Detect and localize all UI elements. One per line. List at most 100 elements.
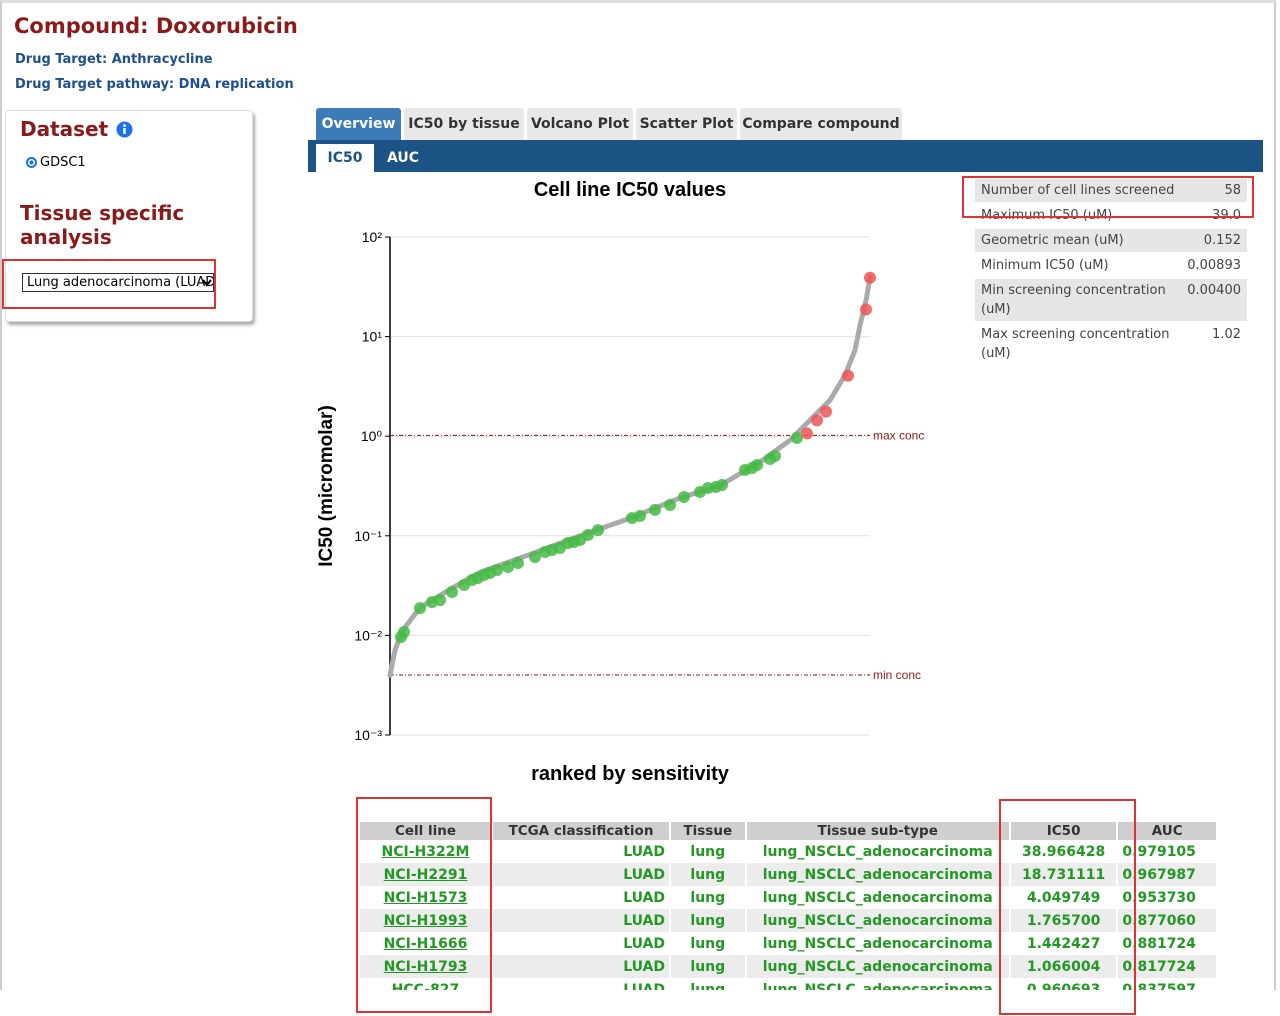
tissue-heading: Tissue specific analysis — [20, 201, 185, 249]
table-row: NCI-H2291 LUAD lung lung_NSCLC_adenocarcino… — [360, 863, 1216, 886]
table-cell: LUAD — [623, 843, 666, 860]
y-tick-label: 10⁻¹ — [354, 528, 382, 544]
stats-label: Min screening concentration (uM) — [975, 279, 1182, 321]
cell-line-point — [434, 594, 446, 607]
table-cell: 38.966428 — [1021, 843, 1106, 860]
table-row: HCC-827 LUAD lung lung_NSCLC_adenocarcinoma… — [360, 978, 1216, 991]
cell-line-point — [864, 271, 876, 284]
cell-line-point — [649, 503, 661, 516]
table-cell: LUAD — [492, 909, 670, 932]
tab[interactable]: IC50 by tissue — [404, 108, 524, 140]
cell-line-link[interactable]: NCI-H1666 — [383, 935, 468, 952]
column-header[interactable]: IC50 — [1010, 822, 1117, 840]
stats-value: 1.02 — [1212, 327, 1241, 342]
radio-label: GDSC1 — [40, 155, 86, 170]
table-cell: lung_NSCLC_adenocarcinoma — [762, 935, 993, 952]
cell-line-link[interactable]: HCC-827 — [391, 981, 460, 991]
table-cell: LUAD — [623, 889, 666, 906]
cell-line-point — [842, 369, 854, 382]
table-cell: LUAD — [623, 981, 666, 991]
table-row: NCI-H1993 LUAD lung lung_NSCLC_adenocarcino… — [360, 909, 1216, 932]
table-cell: 0.953730 — [1122, 889, 1196, 906]
cell-line-link[interactable]: NCI-H1993 — [360, 909, 491, 932]
cell-line-point — [791, 431, 803, 444]
cell-line-link[interactable]: NCI-H2291 — [360, 863, 491, 886]
stats-label: Minimum IC50 (uM) — [981, 258, 1109, 273]
table-cell: lung_NSCLC_adenocarcinoma — [762, 981, 993, 991]
y-axis-label: IC50 (micromolar) — [316, 405, 337, 567]
column-header[interactable]: Tissue — [671, 822, 745, 840]
cell-line-link[interactable]: NCI-H322M — [381, 843, 470, 860]
table-cell: LUAD — [623, 935, 666, 952]
cell-line-point — [634, 510, 646, 523]
tab[interactable]: Overview — [316, 108, 401, 140]
column-header[interactable]: Cell line — [360, 822, 491, 840]
subtab[interactable]: AUC — [386, 150, 420, 166]
table-cell: lung — [671, 955, 745, 978]
tab[interactable]: Volcano Plot — [527, 108, 633, 140]
column-header[interactable]: Tissue sub-type — [746, 822, 1009, 840]
reference-label: min conc — [873, 668, 921, 682]
y-tick-label: 10⁰ — [361, 428, 383, 444]
drug-target[interactable]: Drug Target: Anthracycline — [15, 52, 213, 67]
cell-line-point — [529, 551, 541, 564]
dataset-heading: Dataset — [20, 117, 133, 141]
table-cell: 1.442427 — [1026, 935, 1101, 952]
cell-line-point — [820, 405, 832, 418]
table-cell: lung_NSCLC_adenocarcinoma — [746, 955, 1009, 978]
table-row: NCI-H1793 LUAD lung lung_NSCLC_adenocarcino… — [360, 955, 1216, 978]
info-icon[interactable] — [116, 121, 133, 138]
table-cell: 0.837597 — [1122, 981, 1196, 991]
stats-row: Min screening concentration (uM) 0.00400 — [975, 279, 1247, 321]
table-cell: 0.877060 — [1118, 909, 1216, 932]
stats-label: Number of cell lines screened — [975, 179, 1182, 202]
stats-row: Minimum IC50 (uM) 0.00893 — [975, 254, 1247, 277]
y-tick-label: 10¹ — [362, 329, 383, 345]
table-cell: lung — [690, 981, 726, 991]
column-header[interactable]: AUC — [1118, 822, 1216, 840]
compound-title: Compound: Doxorubicin — [14, 14, 298, 38]
table-cell: 1.066004 — [1010, 955, 1117, 978]
cell-line-point — [678, 491, 690, 504]
table-row: NCI-H1573 LUAD lung lung_NSCLC_adenocarcino… — [360, 886, 1216, 909]
highlight-box — [962, 176, 1254, 218]
table-cell: lung_NSCLC_adenocarcinoma — [746, 863, 1009, 886]
cell-line-point — [664, 498, 676, 511]
table-cell: 18.731111 — [1010, 863, 1117, 886]
drug-pathway[interactable]: Drug Target pathway: DNA replication — [15, 77, 294, 92]
table-cell: lung — [671, 909, 745, 932]
table-row: NCI-H322M LUAD lung lung_NSCLC_adenocarcino… — [360, 840, 1216, 863]
dataset-title: Dataset — [20, 117, 109, 141]
table-container: Cell line TCGA classification Tissue Tissue… — [358, 822, 1218, 990]
cell-line-point — [512, 557, 524, 570]
cell-line-point — [811, 414, 823, 427]
stats-row: Number of cell lines screened 58 — [975, 179, 1247, 202]
table-cell: 0.960693 — [1026, 981, 1101, 991]
table-cell: 0.881724 — [1122, 935, 1196, 952]
table-cell: lung_NSCLC_adenocarcinoma — [762, 889, 993, 906]
cell-line-link[interactable]: NCI-H1793 — [360, 955, 491, 978]
cell-line-point — [414, 602, 426, 615]
cell-line-point — [398, 626, 410, 639]
tab[interactable]: Compare compound — [740, 108, 902, 140]
cell-line-point — [502, 561, 514, 574]
table-row: NCI-H1666 LUAD lung lung_NSCLC_adenocarcino… — [360, 932, 1216, 955]
tissue-select[interactable]: Lung adenocarcinoma (LUAD) — [22, 273, 214, 292]
subtab[interactable]: IC50 — [316, 144, 374, 172]
table-cell: LUAD — [492, 955, 670, 978]
cell-line-link[interactable]: NCI-H1573 — [383, 889, 468, 906]
table-cell: lung — [690, 889, 726, 906]
table-cell: LUAD — [492, 863, 670, 886]
stats-value: 0.152 — [1181, 229, 1247, 252]
highlight-box — [999, 799, 1136, 1015]
tab[interactable]: Scatter Plot — [636, 108, 737, 140]
column-header[interactable]: TCGA classification — [492, 822, 670, 840]
cell-line-point — [582, 528, 594, 541]
cell-line-point — [860, 303, 872, 316]
table-cell: 0.979105 — [1122, 843, 1196, 860]
cell-line-table: Cell line TCGA classification Tissue Tissue… — [358, 822, 1218, 990]
stats-value: 39.0 — [1212, 208, 1241, 223]
cell-line-point — [592, 524, 604, 537]
dataset-radio[interactable]: GDSC1 — [26, 155, 86, 170]
